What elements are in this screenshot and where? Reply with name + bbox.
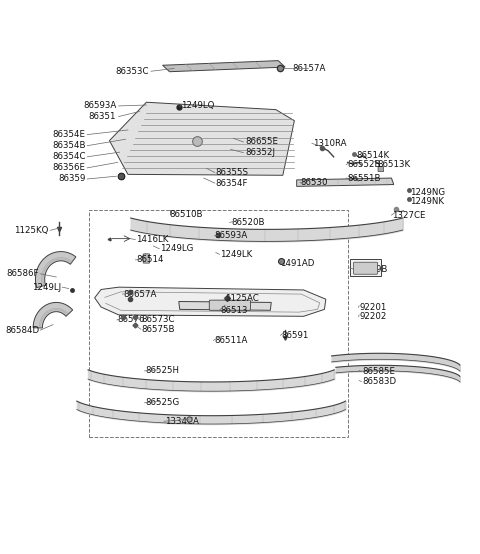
FancyBboxPatch shape [354, 262, 378, 274]
Text: 86575B: 86575B [142, 325, 175, 334]
Polygon shape [109, 102, 294, 175]
Text: 1327CE: 1327CE [392, 211, 426, 219]
Text: 86655E: 86655E [246, 137, 279, 146]
Text: 1249LG: 1249LG [160, 244, 193, 253]
Text: 18649B: 18649B [354, 265, 388, 274]
Text: 1491AD: 1491AD [280, 259, 315, 268]
Polygon shape [297, 178, 394, 186]
FancyBboxPatch shape [143, 254, 150, 263]
Text: 86352J: 86352J [246, 148, 276, 157]
Text: 86551B: 86551B [347, 173, 381, 183]
Text: 86351: 86351 [89, 112, 116, 121]
FancyBboxPatch shape [378, 167, 384, 172]
Text: 86593A: 86593A [83, 101, 116, 110]
Polygon shape [179, 301, 271, 310]
Text: 86576: 86576 [118, 315, 145, 325]
Text: 86510B: 86510B [169, 209, 203, 219]
Text: 86157A: 86157A [292, 64, 325, 73]
Text: 86513K: 86513K [377, 160, 410, 169]
Text: 86530: 86530 [301, 178, 328, 187]
Text: 86591: 86591 [281, 331, 309, 340]
Text: 86354C: 86354C [52, 152, 85, 161]
Text: 86356E: 86356E [52, 163, 85, 172]
Polygon shape [33, 302, 72, 328]
Text: 1310RA: 1310RA [313, 139, 347, 148]
Text: 86573C: 86573C [142, 315, 175, 325]
Text: 1249NG: 1249NG [410, 188, 445, 197]
Text: 86513: 86513 [220, 306, 248, 315]
Text: 86511A: 86511A [215, 336, 248, 345]
Text: 86525H: 86525H [145, 366, 180, 376]
Text: 86355S: 86355S [216, 168, 249, 177]
Text: 86353C: 86353C [115, 67, 149, 76]
Text: 92201: 92201 [360, 303, 387, 312]
Polygon shape [163, 60, 285, 71]
Text: 1125KQ: 1125KQ [14, 226, 48, 235]
Polygon shape [95, 287, 326, 316]
Text: 86657A: 86657A [123, 290, 156, 299]
Text: 86354F: 86354F [216, 178, 248, 188]
Text: 1249LJ: 1249LJ [32, 283, 61, 291]
Text: 86520B: 86520B [231, 218, 264, 227]
Text: 1249LQ: 1249LQ [181, 100, 215, 110]
Text: 86586F: 86586F [7, 269, 39, 278]
Text: 86514K: 86514K [357, 151, 390, 160]
Text: 1334CA: 1334CA [165, 417, 199, 426]
FancyBboxPatch shape [209, 300, 251, 310]
Polygon shape [36, 252, 76, 288]
FancyBboxPatch shape [350, 259, 381, 276]
Text: 86514: 86514 [136, 255, 164, 264]
Text: 1249NK: 1249NK [410, 197, 444, 206]
Text: 86359: 86359 [58, 175, 85, 183]
Text: 86593A: 86593A [215, 231, 248, 240]
Text: 86354B: 86354B [52, 141, 85, 150]
Text: 86525G: 86525G [145, 398, 180, 407]
Text: 86585E: 86585E [362, 367, 396, 376]
Text: 86584D: 86584D [5, 326, 39, 335]
Text: 92202: 92202 [360, 312, 387, 321]
Text: 1416LK: 1416LK [136, 235, 168, 244]
Text: 1249LK: 1249LK [220, 250, 252, 259]
Text: 86354E: 86354E [52, 130, 85, 139]
Text: 1125AC: 1125AC [225, 294, 259, 303]
Text: 86583D: 86583D [362, 377, 396, 386]
Text: 86552B: 86552B [347, 160, 381, 169]
